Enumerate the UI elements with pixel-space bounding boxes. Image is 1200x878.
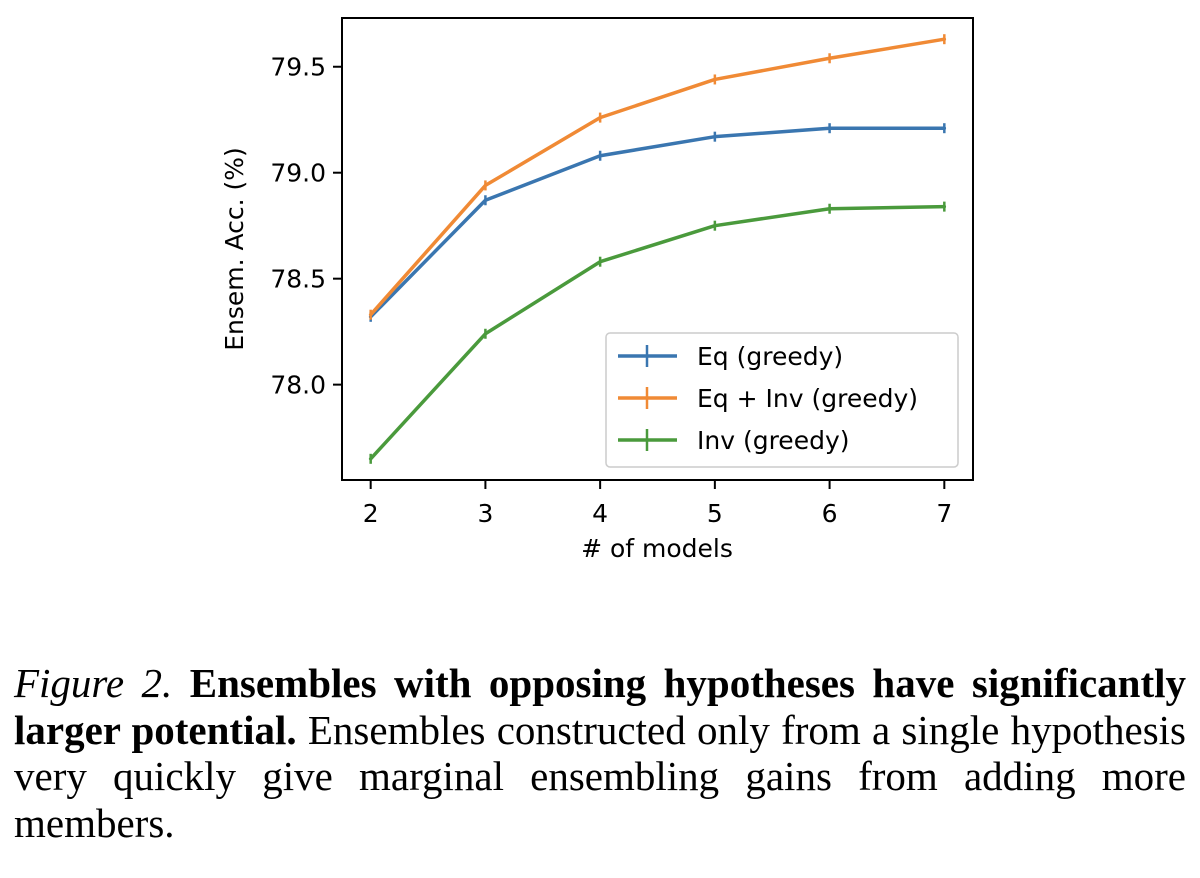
legend: Eq (greedy) Eq + Inv (greedy) Inv (greedy) [605, 332, 959, 468]
x-tick-label: 4 [592, 499, 608, 528]
legend-box [605, 332, 959, 468]
plot-frame [341, 17, 974, 481]
series-2 [368, 201, 947, 464]
legend-label: Eq + Inv (greedy) [697, 384, 918, 413]
legend-label: Inv (greedy) [697, 426, 850, 455]
legend-label: Eq (greedy) [697, 342, 843, 371]
series-1 [368, 34, 947, 320]
chart: 2 3 4 5 6 7 78.0 78.5 79.0 79.5 # of models Ensem… [220, 17, 974, 563]
y-tick-label: 78.0 [270, 371, 326, 400]
x-tick-label: 3 [477, 499, 493, 528]
series-line [368, 126, 947, 319]
series-line [368, 37, 947, 317]
y-tick-label: 79.5 [270, 53, 326, 82]
y-axis-label: Ensem. Acc. (%) [220, 147, 249, 351]
x-tick-label: 2 [363, 499, 379, 528]
series-0 [368, 123, 947, 322]
x-tick-label: 7 [936, 499, 952, 528]
caption-body-text: Ensembles constructed only from a sin­gl… [14, 706, 1186, 847]
axes-layer: 2 3 4 5 6 7 78.0 78.5 79.0 79.5 [270, 53, 952, 528]
x-tick-label: 5 [707, 499, 723, 528]
caption-figure-label: Figure 2. [14, 660, 173, 706]
x-axis-label: # of models [581, 534, 733, 563]
plot-layer [368, 34, 947, 464]
x-tick-label: 6 [822, 499, 838, 528]
y-tick-label: 78.5 [270, 265, 326, 294]
y-tick-label: 79.0 [270, 159, 326, 188]
series-line [368, 204, 947, 461]
figure-caption: Figure 2. Ensembles with opposing hypoth… [14, 660, 1186, 847]
caption-bold-text: Ensembles with opposing hypotheses have … [14, 660, 1186, 753]
